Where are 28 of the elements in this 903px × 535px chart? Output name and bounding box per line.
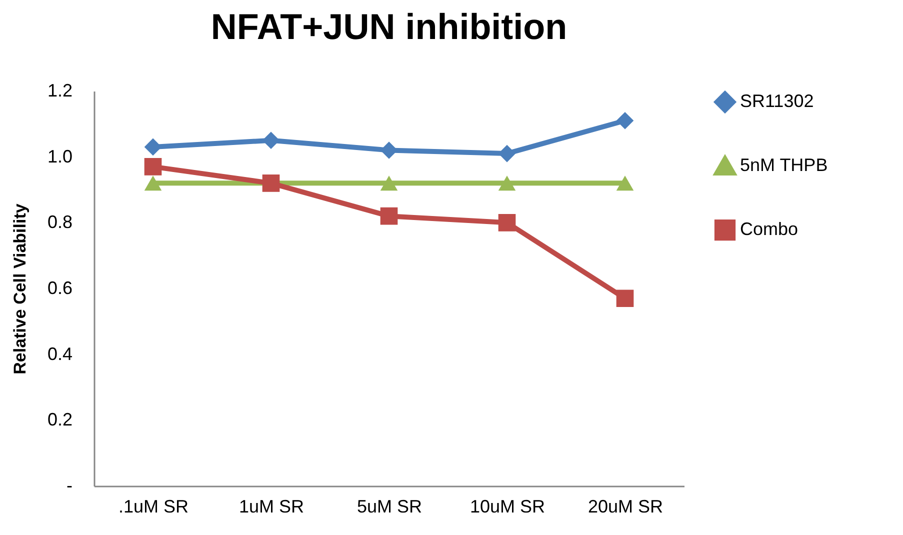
point <box>498 176 516 191</box>
y-axis-title: Relative Cell Viability <box>10 203 30 374</box>
y-tick-label: 0.8 <box>47 212 72 232</box>
x-tick-label: 1uM SR <box>238 496 304 516</box>
point <box>498 214 516 232</box>
legend-label: SR11302 <box>740 91 814 111</box>
x-tick-label: .1uM SR <box>118 496 189 516</box>
point <box>616 290 634 308</box>
x-tick-label: 5uM SR <box>356 496 422 516</box>
point <box>144 176 162 191</box>
y-tick-label: 0.6 <box>47 278 72 298</box>
point <box>144 158 162 176</box>
point <box>380 176 398 191</box>
x-tick-label: 10uM SR <box>470 496 546 516</box>
y-tick-label: - <box>66 476 72 496</box>
point <box>616 112 634 130</box>
y-tick-label: 0.4 <box>47 344 72 364</box>
point <box>144 138 162 156</box>
legend-label: 5nM THPB <box>740 155 828 175</box>
x-tick-label: 20uM SR <box>588 496 664 516</box>
legend-label: Combo <box>740 219 798 239</box>
y-tick-label: 0.2 <box>47 410 72 430</box>
y-tick-label: 1.0 <box>47 146 72 166</box>
point <box>616 176 634 191</box>
y-tick-label: 1.2 <box>47 80 72 100</box>
point <box>380 207 398 225</box>
point <box>262 132 280 150</box>
chart-title: NFAT+JUN inhibition <box>210 6 568 47</box>
